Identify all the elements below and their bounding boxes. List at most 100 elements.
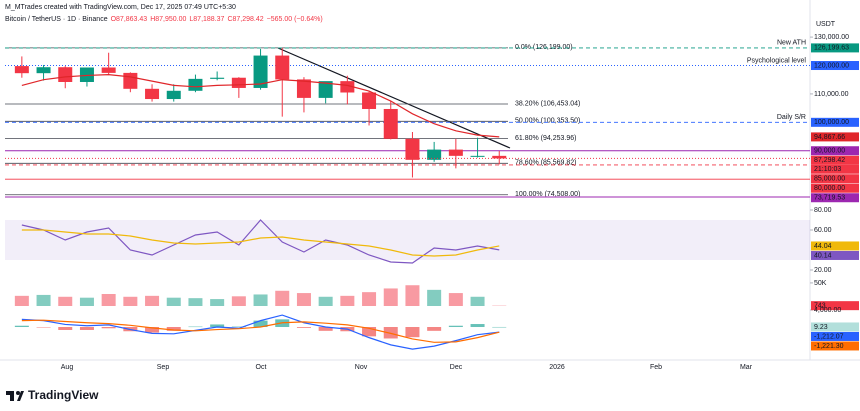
ohlc: H87,950.00 (150, 16, 187, 23)
brand: TradingView (28, 388, 99, 402)
fib-label: 38.20% (106,453.04) (515, 100, 580, 107)
moving-average (21, 74, 500, 138)
axis-label-bg (811, 132, 859, 142)
rsi-tick-label: 80.00 (814, 207, 832, 214)
macd-histogram-bar (58, 327, 73, 330)
x-tick-label: Oct (256, 364, 267, 371)
volume-bar (318, 296, 333, 306)
macd-tick-label: 4,000.00 (814, 307, 841, 314)
level-text: Daily S/R (777, 114, 806, 121)
level-text: Psychological level (747, 57, 807, 64)
histogram-value-label: 9.23 (814, 324, 828, 331)
macd-histogram-bar (362, 327, 377, 337)
ohlc: C87,298.42 (227, 16, 264, 23)
level-text: New ATH (777, 40, 806, 47)
candle-body (405, 138, 420, 160)
symbol-line: Bitcoin / TetherUS · 1D · Binance O87,863… (5, 14, 323, 26)
y-tick-label: 130,000.00 (814, 34, 849, 41)
trendline (277, 47, 511, 149)
volume-bar (448, 293, 463, 306)
volume-bar (275, 290, 290, 306)
volume-bar (79, 297, 94, 306)
ohlc: O87,863.43 (110, 16, 148, 23)
candle-body (296, 79, 311, 98)
candle-body (123, 72, 138, 89)
volume-bar (470, 296, 485, 306)
macd-histogram-bar (470, 324, 485, 328)
level-axis-label: 80,000.00 (814, 185, 845, 192)
candle-body (383, 108, 398, 139)
volume-bar (405, 285, 420, 306)
axis-label-bg (811, 43, 859, 53)
ohlc: L87,188.37 (189, 16, 225, 23)
macd-value-label: -1,212.07 (814, 333, 844, 340)
macd-histogram-bar (231, 326, 246, 328)
header: M_MTrades created with TradingView.com, … (5, 2, 323, 26)
signal-line (21, 319, 500, 343)
candle-body (14, 66, 29, 74)
last-price-label: 87,298.42 (814, 157, 845, 164)
volume-bar (14, 295, 29, 306)
x-tick-label: Feb (650, 364, 662, 371)
axis-label-bg (811, 155, 859, 165)
level-axis-label: 73,719.53 (814, 195, 845, 202)
volume-bar (58, 296, 73, 306)
ma-axis-label: 94,867.66 (814, 134, 845, 141)
macd-histogram-bar (14, 325, 29, 328)
volume-bar (210, 299, 225, 306)
level-axis-label: 100,000.00 (814, 119, 849, 126)
level-axis-label: 90,000.00 (814, 148, 845, 155)
macd-histogram-bar (101, 327, 116, 329)
candle-body (362, 92, 377, 109)
macd-histogram-bar (383, 327, 398, 339)
axis-label-bg (811, 117, 859, 127)
axis-label-bg (811, 146, 859, 156)
x-tick-label: Dec (450, 364, 463, 371)
currency: USDT (816, 21, 836, 28)
volume-value-label: 743 (814, 303, 826, 310)
macd-histogram-bar (318, 327, 333, 331)
axis-label-bg (811, 193, 859, 203)
fib-label: 78.60% (85,569.82) (515, 160, 577, 167)
candle-body (275, 55, 290, 80)
watermark: M_MTrades created with TradingView.com, … (5, 4, 236, 11)
axis-label-bg (811, 241, 859, 251)
macd-histogram-bar (253, 320, 268, 328)
macd-histogram-bar (448, 325, 463, 328)
volume-bar (383, 288, 398, 306)
x-tick-label: Sep (157, 364, 170, 371)
level-axis-label: 85,000.00 (814, 176, 845, 183)
level-axis-label: 126,199.63 (814, 45, 849, 52)
axis-label-bg (811, 174, 859, 184)
volume-bar (362, 292, 377, 306)
macd-histogram-bar (166, 327, 181, 331)
rsi-value-label: 44.04 (814, 243, 832, 250)
candle-body (188, 78, 203, 91)
candle-body (101, 67, 116, 73)
axis-label-bg (811, 164, 859, 174)
candle-body (448, 149, 463, 156)
axis-label-bg (811, 341, 859, 351)
volume-bar (188, 298, 203, 306)
signal-value-label: -1,221.30 (814, 343, 844, 350)
candle-body (427, 149, 442, 160)
candle-body (36, 67, 51, 74)
x-tick-label: Aug (61, 364, 74, 371)
volume-bar (427, 289, 442, 306)
macd-histogram-bar (36, 327, 51, 328)
y-tick-label: 110,000.00 (814, 91, 849, 98)
x-tick-label: Mar (740, 364, 753, 371)
rsi-value-label: 40.14 (814, 252, 832, 259)
candle-body (470, 155, 485, 157)
candle-body (79, 67, 94, 82)
symbol-title: Bitcoin / TetherUS · 1D · Binance (5, 16, 108, 23)
axis-label-bg (811, 61, 859, 71)
macd-histogram-bar (427, 327, 442, 331)
axis-label-bg (811, 331, 859, 341)
rsi-tick-label: 20.00 (814, 267, 832, 274)
volume-tick-label: 50K (814, 280, 827, 287)
macd-histogram-bar (296, 327, 311, 328)
volume-bar (101, 294, 116, 306)
